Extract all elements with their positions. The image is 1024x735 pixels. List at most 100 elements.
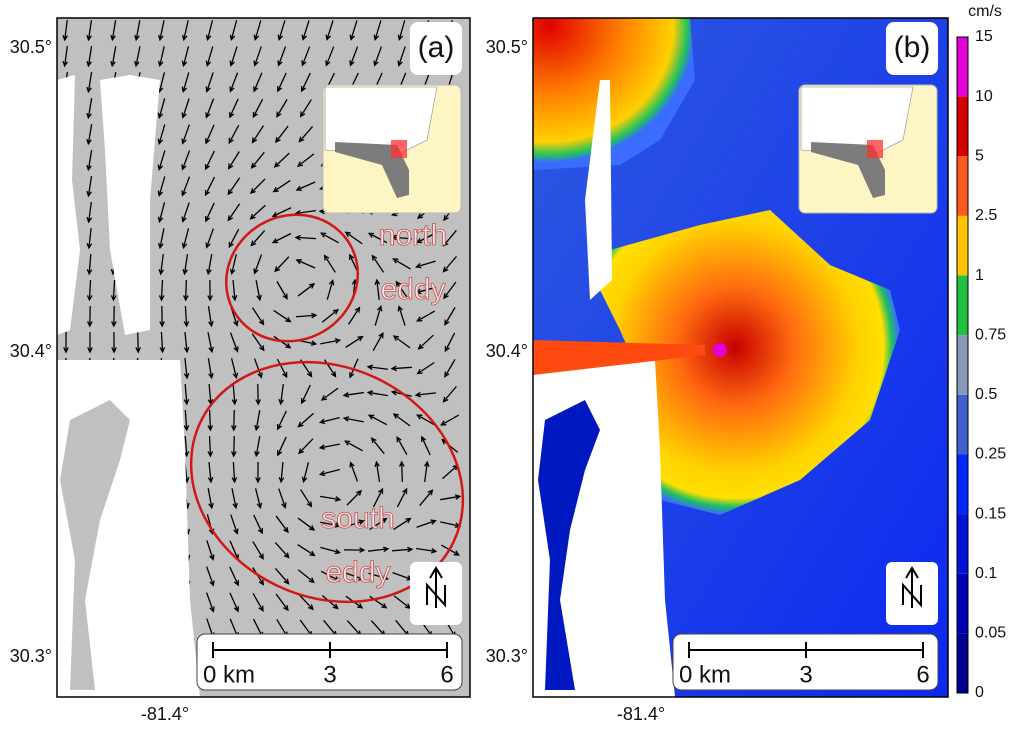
arrow — [229, 592, 239, 613]
arrow — [183, 331, 190, 354]
arrow — [181, 20, 189, 42]
arrow — [207, 332, 214, 354]
arrow — [110, 20, 117, 42]
arrow — [231, 488, 238, 510]
arrow — [417, 334, 434, 350]
colorbar-bin — [957, 275, 968, 336]
arrow — [416, 310, 436, 322]
arrow — [275, 593, 289, 612]
arrow — [295, 181, 316, 191]
arrow — [442, 229, 457, 247]
arrow — [347, 306, 361, 325]
arrow — [205, 124, 215, 145]
colorbar-bin — [957, 573, 968, 634]
arrow — [271, 232, 292, 244]
arrow — [255, 461, 261, 484]
arrow — [297, 412, 314, 428]
arrow — [326, 278, 335, 300]
arrow — [111, 331, 117, 354]
arrow — [368, 572, 389, 581]
arrow — [276, 410, 287, 431]
latitude-label: 30.4° — [10, 341, 52, 361]
arrow — [86, 20, 93, 42]
arrow — [253, 358, 263, 379]
arrow — [135, 331, 141, 354]
arrow — [181, 228, 190, 250]
arrow — [298, 594, 314, 611]
colorbar-label: 0.05 — [975, 625, 1006, 642]
arrow — [253, 46, 262, 67]
scale-box — [196, 633, 463, 691]
arrow — [416, 414, 436, 426]
eddy-label: north — [379, 219, 447, 252]
arrow — [111, 305, 117, 328]
arrow — [390, 234, 413, 241]
inset-land — [800, 86, 914, 156]
arrow — [420, 435, 431, 456]
arrow — [86, 46, 93, 68]
arrow — [157, 150, 166, 171]
arrow — [181, 124, 190, 145]
arrow — [349, 20, 358, 41]
arrow — [369, 595, 388, 609]
arrow — [231, 409, 237, 432]
arrow — [416, 547, 438, 554]
arrow — [207, 279, 213, 302]
arrow — [414, 286, 436, 295]
arrow — [318, 443, 340, 450]
arrow — [228, 228, 240, 249]
arrow — [181, 46, 190, 68]
panel-label: (a) — [418, 31, 455, 64]
colorbar-label: 0 — [975, 684, 984, 701]
arrow — [397, 46, 406, 67]
arrow — [230, 358, 239, 380]
arrow — [249, 204, 266, 220]
arrow — [301, 462, 310, 484]
arrow — [278, 384, 285, 406]
arrow — [205, 20, 214, 42]
arrow — [86, 279, 93, 302]
arrow — [423, 460, 430, 482]
arrow — [181, 176, 191, 197]
arrow — [295, 259, 316, 269]
arrow — [231, 383, 238, 406]
arrow — [205, 228, 214, 249]
arrow — [86, 98, 93, 120]
arrow — [300, 489, 313, 508]
arrow — [110, 279, 117, 302]
arrow — [444, 359, 456, 378]
arrow — [158, 20, 165, 42]
arrow — [181, 98, 190, 119]
arrow — [392, 413, 411, 427]
arrow — [276, 358, 288, 379]
arrow — [277, 20, 286, 41]
arrow — [204, 176, 216, 197]
arrow — [367, 414, 388, 426]
arrow — [229, 254, 237, 276]
arrow — [183, 383, 190, 406]
arrow — [87, 331, 93, 354]
arrow — [392, 258, 411, 270]
scale-label: 0 km — [203, 661, 255, 688]
arrow — [349, 46, 359, 67]
eddy-label: south — [321, 502, 394, 535]
arrow — [250, 230, 266, 247]
colorbar-label: 1 — [975, 267, 984, 284]
arrow — [251, 125, 264, 144]
arrow — [276, 281, 288, 300]
north-arrow — [902, 566, 922, 608]
arrow — [206, 254, 213, 276]
arrow — [416, 361, 435, 375]
scale-label: 6 — [440, 661, 453, 688]
arrow — [207, 435, 214, 458]
arrow — [300, 72, 311, 93]
arrow — [273, 152, 290, 168]
arrow — [278, 488, 287, 509]
arrow — [229, 46, 238, 67]
arrow — [276, 99, 288, 118]
arrow — [397, 20, 406, 42]
arrow — [318, 468, 340, 477]
colorbar-bin — [957, 335, 968, 395]
arrow — [301, 20, 310, 41]
arrow — [134, 20, 141, 42]
